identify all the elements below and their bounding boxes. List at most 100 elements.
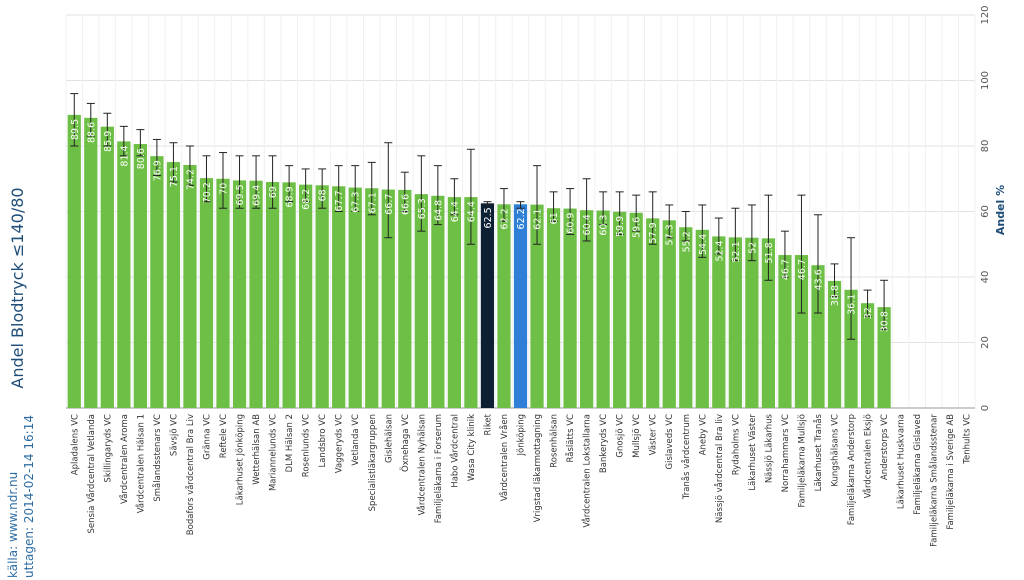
value-label: 67.7 <box>334 190 345 211</box>
y-tick-label: 80 <box>980 140 991 153</box>
value-label: 52.4 <box>714 240 725 261</box>
value-label: 60.4 <box>582 214 593 235</box>
category-label: Familjeläkarna Mullsjö <box>797 414 807 508</box>
category-label: Väster VC <box>649 414 659 455</box>
category-label: Vetlanda VC <box>351 414 361 466</box>
bar <box>480 203 495 408</box>
bar <box>844 289 858 408</box>
value-label: 62.1 <box>533 209 544 230</box>
category-label: Anderstorps VC <box>880 414 890 480</box>
category-label: Vårdcentralen Vråen <box>499 414 510 501</box>
bar <box>348 187 362 408</box>
category-label: Aneby VC <box>698 414 708 455</box>
source-text: källa: www.ndr.nu <box>6 472 20 578</box>
bars <box>67 114 891 409</box>
category-label: Sensia Vårdcentral Vetlanda <box>86 414 97 534</box>
category-label: Habo Vårdcentral <box>449 414 460 488</box>
category-label: Apladalens VC <box>70 414 80 475</box>
category-label: Vårdcentralen Hälsan 1 <box>135 414 146 513</box>
bar <box>827 280 842 408</box>
bar <box>794 255 809 408</box>
bar <box>299 184 313 408</box>
bar <box>332 186 346 408</box>
value-label: 85.9 <box>103 131 114 152</box>
bar <box>365 188 379 408</box>
category-label: Gnosjö VC <box>616 414 626 458</box>
category-label: Wasa City klinik <box>467 414 477 481</box>
value-label: 62.2 <box>516 208 527 229</box>
bar <box>100 126 114 409</box>
bar <box>712 236 726 408</box>
value-label: 36.1 <box>847 294 858 315</box>
category-label: DLM Hälsan 2 <box>285 414 295 472</box>
bar <box>315 185 329 408</box>
value-label: 51.8 <box>764 242 775 263</box>
bar <box>216 178 230 408</box>
value-label: 68.9 <box>285 186 296 207</box>
category-label: Specialistläkargruppen <box>368 414 378 511</box>
value-label: 54.4 <box>698 234 709 255</box>
category-label: Vårdcentralen Lokstallarna <box>582 414 593 528</box>
value-label: 75.1 <box>169 166 180 187</box>
bar <box>464 197 478 408</box>
value-label: 38.8 <box>830 285 841 306</box>
value-label: 69.5 <box>235 184 246 205</box>
bar <box>183 164 197 408</box>
value-label: 66.7 <box>384 194 395 215</box>
bar <box>265 182 280 408</box>
category-label: Läkarhuset Väster <box>748 414 758 491</box>
value-label: 46.7 <box>780 259 791 280</box>
category-label: Råslätts VC <box>565 414 576 463</box>
y-tick-label: 100 <box>980 71 991 90</box>
category-label: Gislaveds VC <box>665 414 675 470</box>
bar <box>249 180 263 408</box>
value-label: 67.1 <box>367 192 378 213</box>
category-label: Tranås vårdcentrum <box>681 414 692 500</box>
value-label: 30.8 <box>880 311 891 332</box>
category-label: Norrahammars VC <box>781 414 791 492</box>
category-label: Tenhults VC <box>963 414 973 465</box>
category-label: Sävsjö VC <box>169 414 179 456</box>
y-tick-label: 20 <box>980 336 991 349</box>
category-label: Mullsjö VC <box>632 414 642 458</box>
bar <box>745 237 759 408</box>
bar <box>414 194 428 408</box>
category-label: Rosenhälsan <box>550 414 560 468</box>
value-label: 32 <box>863 307 874 319</box>
category-label: Vrigstad läkarmottagning <box>533 414 543 522</box>
value-label: 43.6 <box>813 269 824 290</box>
bar <box>596 210 610 408</box>
value-label: 80.6 <box>136 148 147 169</box>
y-tick-label: 40 <box>980 271 991 284</box>
value-label: 68 <box>318 189 329 201</box>
bar <box>84 117 98 409</box>
value-label: 66.6 <box>400 194 411 215</box>
category-label: Smålandsstenars VC <box>152 414 163 502</box>
value-label: 74.2 <box>185 169 196 190</box>
category-label: Bodafors vårdcentral Bra Liv <box>185 414 196 535</box>
bar <box>613 211 627 408</box>
category-label: Wetterhälsan AB <box>252 414 262 485</box>
gridlines <box>65 14 976 409</box>
value-label: 64.4 <box>450 201 461 222</box>
value-label: 60.9 <box>566 213 577 234</box>
value-label: 70.2 <box>202 182 213 203</box>
bar <box>811 265 825 408</box>
bar <box>728 237 742 408</box>
bar <box>497 204 511 408</box>
category-label: Kungshälsans VC <box>831 414 841 487</box>
value-label: 81.4 <box>119 145 130 166</box>
y-axis-label: Andel % <box>994 185 1007 235</box>
category-label: Nässjö Läkarhus <box>764 413 774 483</box>
category-label: Bankeryds VC <box>599 414 609 473</box>
bar <box>778 255 792 408</box>
category-label: Läkarhuset Huskvarna <box>897 414 907 509</box>
bar <box>546 208 561 408</box>
value-label: 64.8 <box>433 200 444 221</box>
bar <box>877 307 891 408</box>
value-label: 55.2 <box>681 231 692 252</box>
bar <box>447 197 462 408</box>
category-label: Familjeläkarna Gislaved <box>913 414 923 515</box>
value-label: 69 <box>268 186 279 198</box>
category-label: Läkarhuset Jönköping <box>236 414 246 505</box>
